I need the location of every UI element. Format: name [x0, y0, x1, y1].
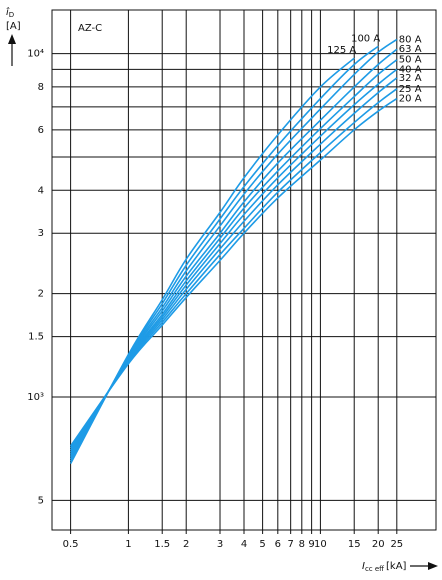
series-line: [69, 97, 398, 447]
y-label-subscript: D: [9, 11, 14, 19]
x-tick-label: 5: [259, 539, 265, 550]
y-tick-label: 8: [38, 82, 44, 93]
series-line: [69, 38, 398, 460]
y-axis-label: îD: [6, 6, 14, 19]
series-line: [69, 59, 398, 455]
y-tick-label: 10⁴: [27, 49, 44, 60]
y-axis-unit: [A]: [6, 21, 21, 32]
y-tick-label: 6: [38, 125, 44, 136]
y-tick-label: 4: [38, 185, 44, 196]
series-label: 40 A: [399, 64, 422, 75]
x-tick-label: 4: [241, 539, 247, 550]
series-label: 50 A: [399, 55, 422, 66]
x-axis-label: Icc eff [kA]: [362, 561, 407, 573]
series-label: 125 A: [327, 45, 356, 56]
series-line: [69, 68, 398, 453]
series-line: [69, 57, 355, 464]
x-tick-label: 20: [372, 539, 385, 550]
y-tick-label: 10³: [27, 392, 44, 403]
x-tick-label: 2: [183, 539, 189, 550]
x-tick-label: 8: [299, 539, 305, 550]
series-label: 100 A: [351, 33, 380, 44]
series-label: 32 A: [399, 73, 422, 84]
series-label: 25 A: [399, 84, 422, 95]
y-label-symbol: î: [6, 6, 10, 18]
series-line: [69, 88, 398, 449]
series-label: 20 A: [399, 94, 422, 105]
series-line: [69, 77, 398, 451]
x-tick-label: 7: [287, 539, 293, 550]
y-tick-label: 1.5: [28, 332, 44, 343]
x-tick-label: 0.5: [63, 539, 79, 550]
y-tick-label: 5: [38, 495, 44, 506]
x-tick-label: 10: [314, 539, 327, 550]
x-label-symbol: I: [362, 561, 365, 572]
x-label-subscript: cc eff: [365, 565, 384, 573]
x-tick-label: 1: [125, 539, 131, 550]
x-tick-label: 1.5: [154, 539, 170, 550]
y-arrow-head: [8, 34, 16, 44]
y-tick-label: 2: [38, 289, 44, 300]
x-arrow-head: [428, 562, 438, 570]
series-label: 80 A: [399, 34, 422, 45]
x-tick-label: 3: [217, 539, 223, 550]
series-label: 63 A: [399, 44, 422, 55]
chart-note: AZ-C: [78, 23, 102, 34]
x-tick-label: 15: [348, 539, 361, 550]
x-tick-label: 9: [308, 539, 314, 550]
series-line: [69, 48, 398, 458]
series-line: [69, 45, 379, 462]
x-tick-label: 6: [275, 539, 281, 550]
x-tick-label: 25: [390, 539, 403, 550]
x-label-unit: [kA]: [386, 561, 407, 572]
y-tick-label: 3: [38, 228, 44, 239]
